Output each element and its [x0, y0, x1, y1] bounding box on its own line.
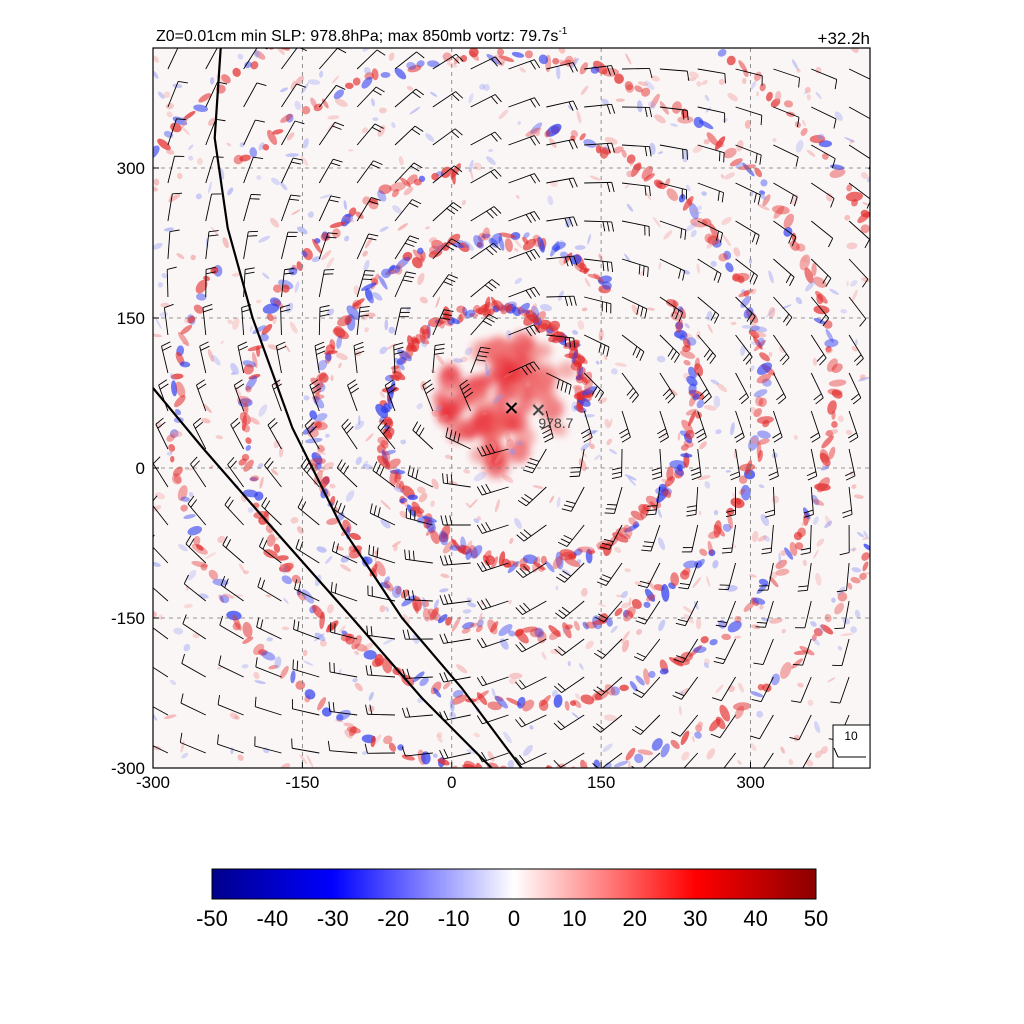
colorbar-ticks: -50 -40 -30 -20 -10 0 10 20 30 40 50: [196, 906, 828, 931]
colorbar-tick-label: 0: [508, 906, 520, 931]
contour-line-1: [153, 387, 493, 768]
colorbar-tick-label: 40: [743, 906, 767, 931]
y-tick-label: -150: [111, 609, 145, 628]
x-tick-label: -300: [136, 773, 170, 792]
colorbar-tick-label: 10: [562, 906, 586, 931]
center-markers: 978.7: [505, 402, 574, 431]
colorbar-tick-label: 50: [804, 906, 828, 931]
colorbar-tick-label: 30: [683, 906, 707, 931]
marker-label: 978.7: [538, 415, 573, 431]
x-tick-label: -150: [285, 773, 319, 792]
forecast-time-label: +32.2h: [818, 29, 870, 48]
colorbar-tick-label: -20: [377, 906, 409, 931]
y-tick-label: 150: [117, 309, 145, 328]
y-tick-label: -300: [111, 759, 145, 778]
colorbar-tick-label: -10: [438, 906, 470, 931]
colorbar-tick-label: -50: [196, 906, 228, 931]
y-axis-ticks: 300 150 0 -150 -300: [111, 159, 159, 778]
x-tick-label: 150: [587, 773, 615, 792]
contour-lines: [153, 48, 523, 768]
plot-frame: [152, 47, 871, 769]
colorbar-tick-label: 20: [623, 906, 647, 931]
center-marker-0: [505, 402, 518, 414]
wind-barbs: [153, 48, 870, 768]
wind-legend-label: 10: [844, 729, 858, 743]
wind-legend: 10: [832, 724, 871, 769]
x-axis-ticks: -300 -150 0 150 300: [136, 762, 765, 792]
colorbar-tick-label: -30: [317, 906, 349, 931]
y-tick-label: 300: [117, 159, 145, 178]
center-marker-1: [532, 404, 545, 416]
colorbar: [211, 868, 817, 900]
x-tick-label: 0: [447, 773, 456, 792]
contour-line-0: [213, 48, 523, 768]
colorbar-tick-label: -40: [257, 906, 289, 931]
chart-title: Z0=0.01cm min SLP: 978.8hPa; max 850mb v…: [156, 26, 568, 45]
x-tick-label: 300: [736, 773, 764, 792]
y-tick-label: 0: [136, 459, 145, 478]
